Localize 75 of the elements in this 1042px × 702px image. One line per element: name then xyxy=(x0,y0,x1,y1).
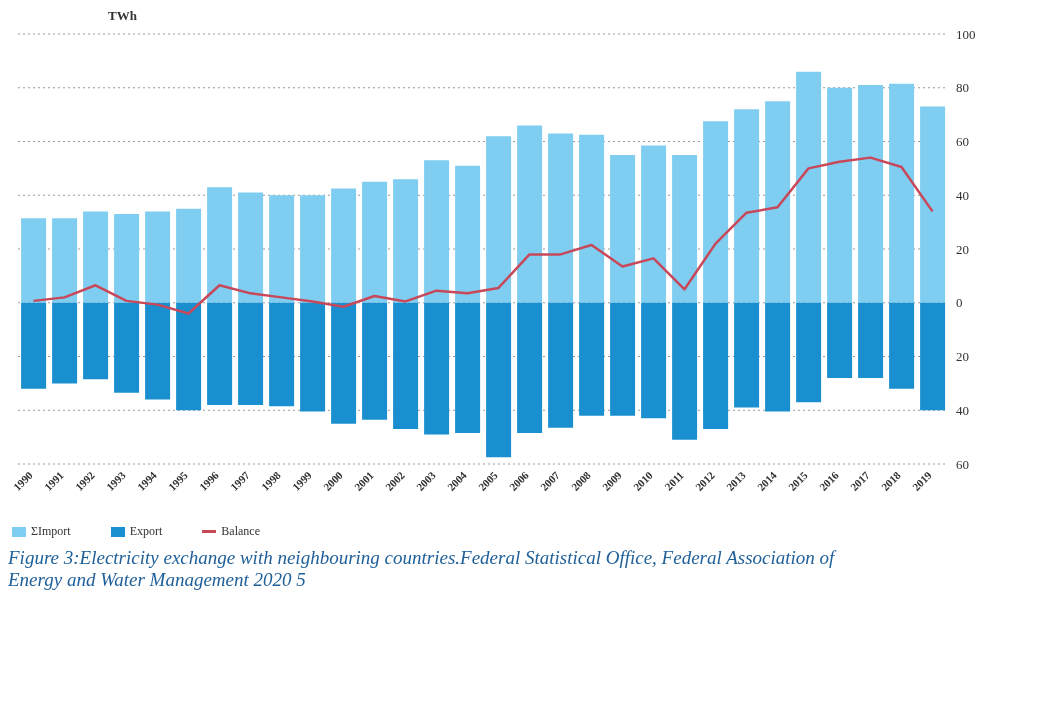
bar xyxy=(889,83,915,303)
bar xyxy=(269,302,295,407)
bar xyxy=(610,302,636,416)
legend-label: Balance xyxy=(220,524,260,539)
bar xyxy=(579,302,605,416)
bar xyxy=(579,134,605,303)
bar xyxy=(672,154,698,303)
bar xyxy=(300,302,326,412)
bar xyxy=(641,145,667,303)
bar xyxy=(889,302,915,389)
bar xyxy=(83,211,109,303)
bar xyxy=(393,179,419,303)
bar xyxy=(83,302,109,380)
bar xyxy=(455,165,481,303)
legend-label: ΣImport xyxy=(30,524,71,539)
bar xyxy=(827,87,853,303)
y-tick-label: 60 xyxy=(956,134,969,150)
bar xyxy=(703,302,729,430)
bar xyxy=(517,125,543,303)
bar xyxy=(548,302,574,428)
bar xyxy=(269,195,295,303)
bar xyxy=(424,302,450,435)
bar xyxy=(486,136,512,303)
legend-label: Export xyxy=(128,524,163,539)
bar xyxy=(703,121,729,303)
bar xyxy=(486,302,512,458)
bar xyxy=(52,218,78,303)
bar xyxy=(393,302,419,430)
bar xyxy=(455,302,481,434)
bar xyxy=(52,302,78,384)
y-tick-label: 0 xyxy=(956,295,963,311)
bar xyxy=(641,302,667,419)
y-tick-label: 60 xyxy=(956,456,969,472)
bar xyxy=(300,195,326,303)
bar xyxy=(920,106,946,303)
bar xyxy=(21,302,47,389)
y-tick-label: 40 xyxy=(956,402,969,418)
y-tick-label: 20 xyxy=(956,349,969,365)
bar xyxy=(362,181,388,303)
bar xyxy=(114,214,140,303)
bar xyxy=(145,211,171,303)
y-tick-label: 20 xyxy=(956,241,969,257)
y-tick-label: 40 xyxy=(956,187,969,203)
caption: Figure 3:Electricity exchange with neighbouring countries.Federal Statistical Office, Federal Association of Energy and Water Management 2020 5 xyxy=(8,547,838,591)
bar xyxy=(734,109,760,303)
y-tick-label: 100 xyxy=(956,26,976,42)
bar xyxy=(176,302,202,411)
bar xyxy=(858,302,884,378)
bar xyxy=(207,302,233,405)
bar xyxy=(517,302,543,434)
bar xyxy=(331,302,357,424)
bar xyxy=(207,187,233,303)
bar xyxy=(672,302,698,440)
line-series xyxy=(32,156,934,315)
bar xyxy=(424,160,450,303)
bar xyxy=(362,302,388,420)
bar xyxy=(114,302,140,393)
bar xyxy=(765,101,791,303)
bar xyxy=(331,188,357,303)
bar xyxy=(734,302,760,408)
bar xyxy=(238,302,264,405)
bar xyxy=(610,154,636,303)
bar xyxy=(145,302,171,400)
bar xyxy=(176,208,202,303)
y-axis-title: TWh xyxy=(107,8,138,24)
bar xyxy=(238,192,264,303)
y-tick-label: 80 xyxy=(956,80,969,96)
bar xyxy=(920,302,946,411)
bar xyxy=(796,71,822,303)
bar xyxy=(858,85,884,303)
bar xyxy=(796,302,822,403)
bar xyxy=(548,133,574,303)
bar xyxy=(21,218,47,303)
bar xyxy=(827,302,853,378)
bar xyxy=(765,302,791,412)
